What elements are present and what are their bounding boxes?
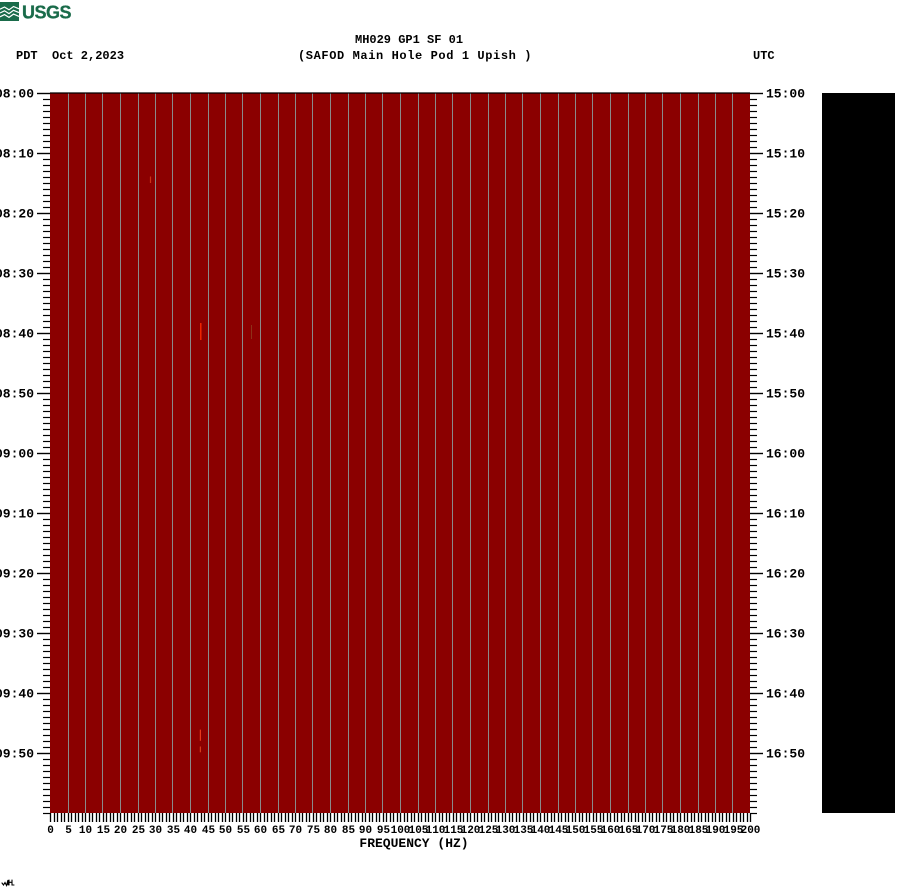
svg-text:09:00: 09:00 [0, 447, 34, 462]
svg-text:15:10: 15:10 [766, 147, 805, 162]
svg-text:45: 45 [202, 825, 216, 837]
svg-text:25: 25 [132, 825, 146, 837]
svg-text:35: 35 [167, 825, 181, 837]
svg-text:16:40: 16:40 [766, 687, 805, 702]
svg-text:85: 85 [342, 825, 356, 837]
svg-text:09:20: 09:20 [0, 567, 34, 582]
svg-text:55: 55 [237, 825, 251, 837]
svg-text:15:50: 15:50 [766, 387, 805, 402]
svg-text:15:30: 15:30 [766, 267, 805, 282]
svg-text:16:20: 16:20 [766, 567, 805, 582]
svg-text:70: 70 [289, 825, 302, 837]
svg-text:16:10: 16:10 [766, 507, 805, 522]
svg-text:160: 160 [601, 825, 621, 837]
svg-text:08:50: 08:50 [0, 387, 34, 402]
svg-text:09:40: 09:40 [0, 687, 34, 702]
svg-text:FREQUENCY (HZ): FREQUENCY (HZ) [359, 836, 468, 851]
svg-text:80: 80 [324, 825, 337, 837]
svg-text:16:50: 16:50 [766, 747, 805, 762]
svg-text:08:00: 08:00 [0, 87, 34, 102]
svg-text:60: 60 [254, 825, 267, 837]
svg-text:09:30: 09:30 [0, 627, 34, 642]
svg-text:20: 20 [114, 825, 127, 837]
svg-text:10: 10 [79, 825, 92, 837]
svg-text:09:50: 09:50 [0, 747, 34, 762]
svg-text:150: 150 [566, 825, 586, 837]
svg-text:50: 50 [219, 825, 232, 837]
svg-text:08:10: 08:10 [0, 147, 34, 162]
svg-text:65: 65 [272, 825, 286, 837]
svg-text:0: 0 [47, 825, 54, 837]
svg-text:15:20: 15:20 [766, 207, 805, 222]
svg-text:09:10: 09:10 [0, 507, 34, 522]
svg-text:130: 130 [496, 825, 516, 837]
svg-text:08:20: 08:20 [0, 207, 34, 222]
svg-text:30: 30 [149, 825, 162, 837]
svg-text:40: 40 [184, 825, 197, 837]
svg-text:15:40: 15:40 [766, 327, 805, 342]
svg-text:16:30: 16:30 [766, 627, 805, 642]
svg-text:190: 190 [706, 825, 726, 837]
svg-text:75: 75 [307, 825, 321, 837]
svg-text:16:00: 16:00 [766, 447, 805, 462]
svg-text:5: 5 [65, 825, 72, 837]
svg-text:170: 170 [636, 825, 656, 837]
svg-text:180: 180 [671, 825, 691, 837]
svg-text:15: 15 [97, 825, 111, 837]
svg-text:08:40: 08:40 [0, 327, 34, 342]
svg-text:140: 140 [531, 825, 551, 837]
svg-text:200: 200 [741, 825, 761, 837]
svg-text:15:00: 15:00 [766, 87, 805, 102]
svg-text:08:30: 08:30 [0, 267, 34, 282]
